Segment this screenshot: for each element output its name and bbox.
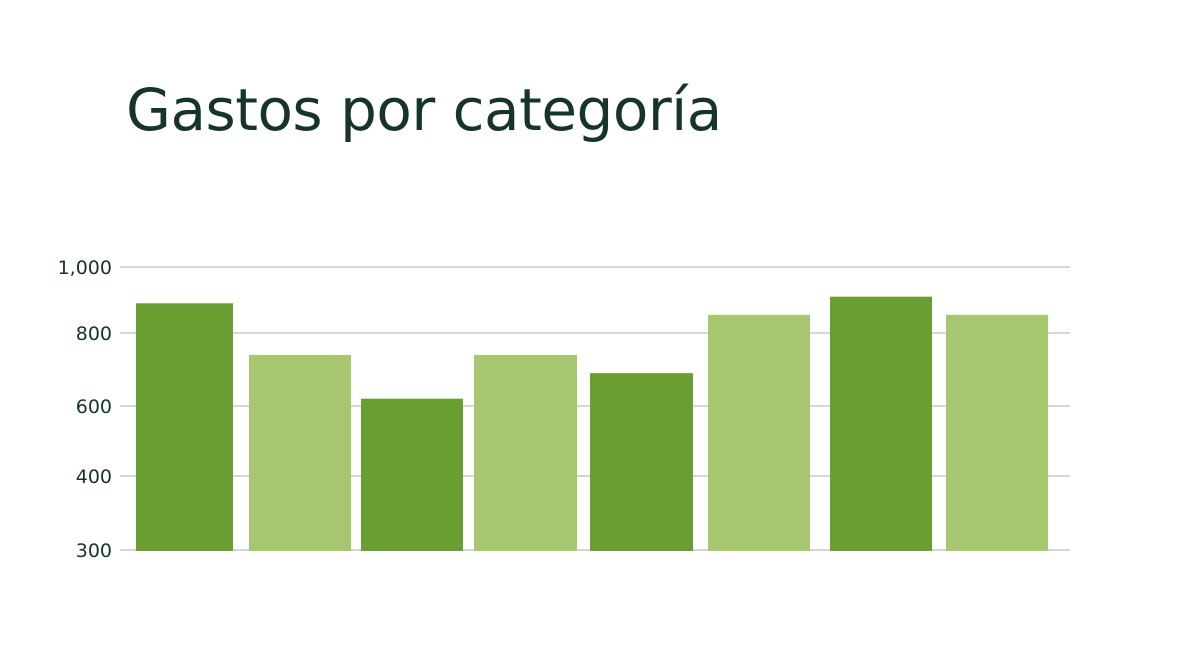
bar (136, 303, 233, 551)
bar (946, 314, 1048, 551)
y-tick-label: 600 (76, 396, 112, 418)
y-tick-label: 300 (76, 540, 112, 562)
bar (474, 354, 577, 551)
y-tick-label: 800 (76, 323, 112, 345)
y-axis-tick-labels: 300 400 600 800 1,000 (58, 257, 112, 562)
bar (590, 373, 693, 551)
y-tick-label: 1,000 (58, 257, 112, 279)
chart-title: Gastos por categoría (126, 76, 722, 144)
bar (830, 296, 932, 551)
bar (361, 398, 463, 551)
y-tick-label: 400 (76, 466, 112, 488)
bar (249, 354, 351, 551)
bars (136, 296, 1048, 551)
bar (708, 314, 810, 551)
